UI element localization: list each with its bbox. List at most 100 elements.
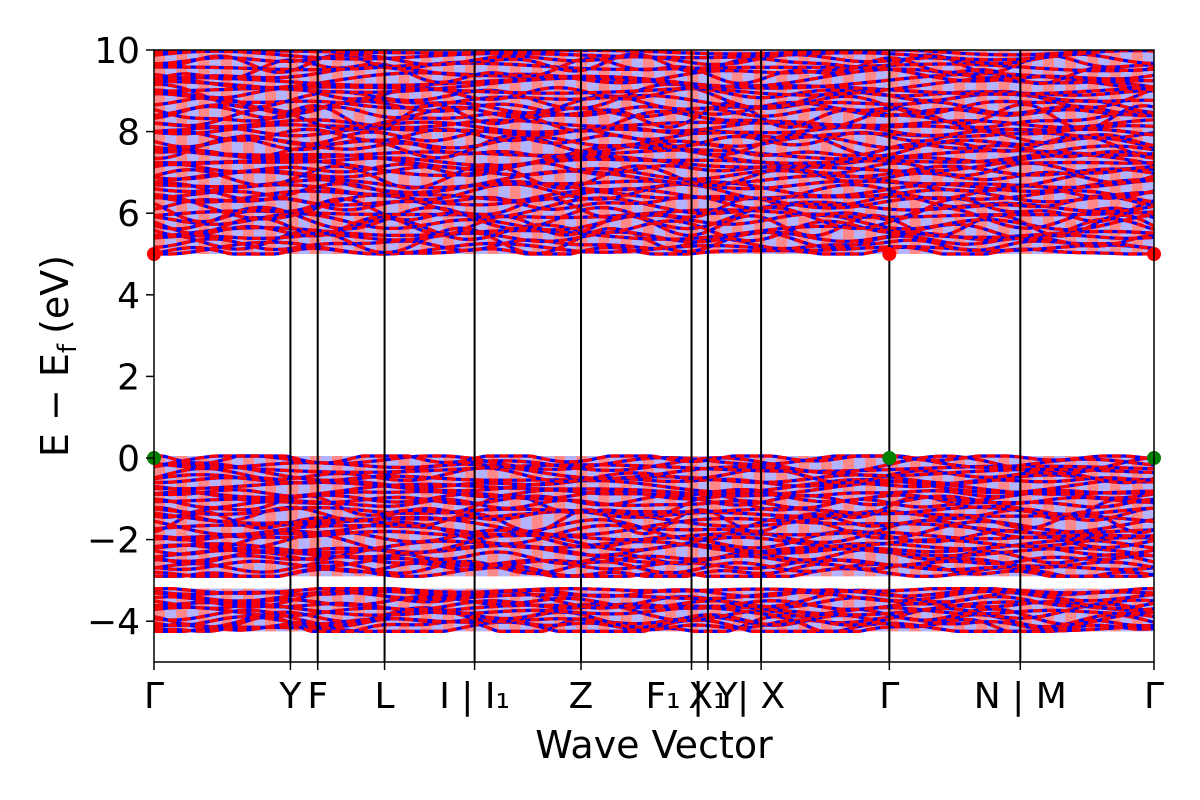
band-stripe [887, 50, 899, 254]
band-stripe [1087, 588, 1099, 632]
band-line-spin-up [154, 493, 1154, 521]
band-stripe [798, 588, 810, 632]
band-stripe [1120, 456, 1132, 577]
x-tick-label: | X [737, 676, 785, 717]
band-stripe [176, 588, 188, 632]
band-line-spin-up [154, 205, 1154, 231]
cbm-marker [882, 247, 897, 261]
y-axis-title: E − Ef (eV) [33, 255, 83, 457]
x-tick-label: Y [278, 676, 302, 717]
band-stripe [465, 588, 477, 632]
band-stripe [209, 456, 221, 577]
band-stripe [376, 588, 388, 632]
band-line-spin-down [154, 615, 1154, 632]
band-line-spin-up [154, 61, 1154, 73]
band-stripe [276, 588, 288, 632]
band-line-spin-down [154, 143, 1154, 171]
x-axis-title: Wave Vector [535, 723, 773, 767]
band-stripe [476, 588, 488, 632]
band-stripe [342, 456, 354, 577]
band-line-spin-up [154, 127, 1154, 143]
band-line-spin-down [154, 64, 1154, 85]
band-stripe [709, 456, 721, 577]
band-stripe [876, 588, 888, 632]
band-stripe [698, 588, 710, 632]
band-stripe [442, 456, 454, 577]
band-stripe [365, 50, 377, 254]
band-stripe [687, 456, 699, 577]
band-line-spin-down [154, 543, 1154, 565]
band-stripe [354, 50, 366, 254]
band-stripe [754, 456, 766, 577]
band-stripe [431, 456, 443, 577]
band-line-spin-up [154, 547, 1154, 566]
band-line-spin-up [154, 56, 1154, 86]
band-stripe [609, 588, 621, 632]
y-tick-label: 8 [117, 113, 140, 154]
band-stripe [1142, 456, 1154, 577]
x-tick-label: F [307, 676, 328, 717]
x-tick-label: Γ [144, 676, 164, 717]
band-stripe [298, 50, 310, 254]
band-stripe [1009, 588, 1021, 632]
band-stripe [587, 588, 599, 632]
band-stripe [742, 456, 754, 577]
band-stripe [876, 456, 888, 577]
band-line-spin-up [154, 132, 1154, 161]
band-stripe [542, 456, 554, 577]
x-tick-label: N | M [974, 676, 1067, 717]
band-line-spin-down [154, 515, 1154, 537]
y-tick-label: −2 [87, 521, 140, 562]
band-stripe [587, 456, 599, 577]
band-line-spin-down [154, 224, 1154, 241]
band-stripe [598, 588, 610, 632]
band-line-spin-up [154, 208, 1154, 220]
band-line-spin-up [154, 50, 1154, 62]
y-tick-label: 2 [117, 357, 140, 398]
x-tick-label: Z [569, 676, 594, 717]
band-line-spin-up [154, 213, 1154, 238]
band-line-spin-up [154, 107, 1154, 133]
band-stripe [320, 50, 332, 254]
x-tick-label: I | I₁ [439, 676, 510, 717]
band-stripe [231, 456, 243, 577]
band-stripe [909, 50, 921, 254]
band-stripe [487, 588, 499, 632]
band-line-spin-down [154, 164, 1154, 181]
band-stripe [331, 50, 343, 254]
band-line-spin-up [154, 461, 1154, 482]
y-tick-label: 6 [117, 194, 140, 235]
band-stripe [298, 456, 310, 577]
kpoint-lines [289, 50, 1022, 662]
band-stripe [198, 588, 210, 632]
band-stripe [565, 588, 577, 632]
band-stripe [354, 456, 366, 577]
band-stripe [676, 50, 688, 254]
plot-frame [153, 49, 1155, 663]
band-stripe [731, 456, 743, 577]
band-stripe [198, 456, 210, 577]
band-stripe [842, 50, 854, 254]
band-line-spin-up [154, 84, 1154, 96]
band-stripe [898, 588, 910, 632]
band-line-spin-up [154, 454, 1154, 466]
band-stripe [287, 50, 299, 254]
band-stripe [309, 50, 321, 254]
band-stripe [220, 50, 232, 254]
band-stripe [1131, 456, 1143, 577]
y-tick-label: 0 [117, 439, 140, 480]
band-stripe [665, 50, 677, 254]
x-tick-label: Γ [1144, 676, 1164, 717]
band-line-spin-up [154, 178, 1154, 191]
band-stripe [709, 588, 721, 632]
band-line-spin-up [154, 587, 1154, 596]
y-tick-label: −4 [87, 602, 140, 643]
y-axis: −4 −2 0 2 4 6 8 10 [87, 31, 154, 643]
band-stripe [765, 50, 777, 254]
x-tick-label: L [375, 676, 395, 717]
band-region-valence-lower [154, 587, 1154, 633]
band-stripe [187, 588, 199, 632]
band-region-valence-upper [154, 454, 1154, 578]
